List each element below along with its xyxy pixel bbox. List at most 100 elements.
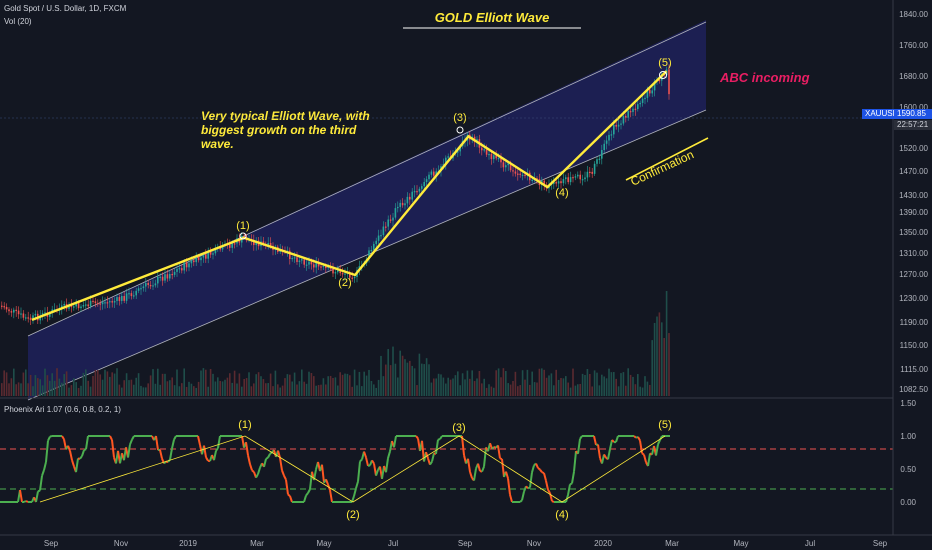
volume-bar (459, 385, 461, 396)
osc-segment (351, 495, 355, 503)
volume-bar (255, 374, 257, 396)
candle-body (164, 274, 166, 281)
volume-bar (416, 385, 418, 396)
volume-bar (553, 385, 555, 396)
volume-bar (233, 370, 236, 396)
candle-body (262, 241, 265, 244)
osc-segment (633, 435, 637, 439)
candle-body (97, 303, 99, 305)
volume-bar (389, 365, 392, 396)
volume-bar (219, 380, 221, 396)
volume-bar (473, 381, 476, 396)
volume-bar (253, 383, 255, 396)
candle-body (178, 268, 181, 270)
abc-text[interactable]: ABC incoming (719, 70, 810, 85)
indicator-axis[interactable]: 1.50 1.00 0.50 0.00 (900, 399, 916, 507)
candle-body (106, 302, 109, 304)
candle-body (305, 264, 308, 266)
volume-bar (361, 386, 363, 396)
price-axis[interactable]: 1840.00 1760.00 1680.00 1600.00 1520.00 1470.… (899, 10, 928, 394)
note-line-2[interactable]: biggest growth on the third (201, 123, 357, 137)
current-price-tag[interactable]: 1590.85 (894, 109, 932, 119)
time-tick-label: Mar (665, 539, 679, 548)
time-tick-label: Jul (805, 539, 815, 548)
volume-bar (262, 379, 265, 396)
osc-segment (467, 458, 471, 473)
candle-body (334, 272, 337, 274)
volume-bar (205, 369, 207, 396)
candle-body (109, 301, 111, 303)
osc-segment (367, 464, 371, 467)
candle-body (118, 297, 121, 301)
price-tick-label: 1310.00 (899, 249, 928, 258)
candle-body (589, 171, 591, 174)
candle-body (560, 181, 562, 184)
indicator-title[interactable]: Phoenix Ari 1.07 (0.6, 0.8, 0.2, 1) (4, 405, 121, 414)
indicator-pane[interactable]: (1) (2) (3) (4) (5) (0, 419, 893, 521)
candle-body (553, 182, 555, 184)
osc-segment (569, 482, 573, 486)
volume-bar (315, 385, 317, 396)
volume-bar (629, 374, 632, 396)
candle-body (181, 268, 183, 271)
volume-bar (63, 374, 65, 396)
candle-body (32, 315, 34, 320)
volume-bar (195, 387, 197, 396)
candle-body (524, 174, 526, 177)
candle-body (569, 177, 572, 183)
note-line-3[interactable]: wave. (201, 137, 234, 151)
osc-segment (643, 454, 647, 463)
volume-bar (380, 355, 382, 396)
volume-bar (493, 387, 495, 396)
volume-bar (538, 368, 541, 396)
candle-body (423, 182, 425, 187)
headline-text[interactable]: GOLD Elliott Wave (435, 10, 550, 25)
note-line-1[interactable]: Very typical Elliott Wave, with (201, 109, 370, 123)
channel-lower-line[interactable] (27, 109, 707, 401)
volume-bar (130, 379, 133, 396)
volume-title[interactable]: Vol (20) (4, 17, 32, 26)
candle-body (89, 300, 92, 307)
confirmation-line[interactable] (625, 137, 709, 181)
osc-segment (45, 440, 49, 463)
candle-body (77, 302, 80, 309)
osc-segment (353, 488, 357, 497)
time-tick-label: May (733, 539, 748, 548)
volume-bar (37, 378, 39, 396)
volume-bar (267, 383, 269, 396)
candle-body (142, 286, 145, 289)
symbol-price-tag[interactable]: XAUUSD (862, 109, 898, 119)
channel-upper-line[interactable] (27, 21, 707, 337)
candle-body (447, 156, 449, 158)
volume-bar (346, 373, 349, 396)
time-axis[interactable]: Sep Nov 2019 Mar May Jul Sep Nov 2020 Mar May Jul Se… (44, 539, 888, 548)
volume-bar (1, 383, 3, 396)
volume-bar (358, 371, 361, 396)
candle-body (188, 263, 190, 268)
elliott-wave-line[interactable] (31, 70, 668, 321)
volume-bar (238, 373, 241, 396)
volume-bar (207, 386, 209, 396)
candle-body (500, 157, 502, 163)
volume-bar (173, 385, 176, 396)
candle-body (195, 256, 197, 263)
price-axis-bg[interactable] (893, 0, 932, 550)
volume-bar (188, 381, 190, 396)
osc-segment (577, 438, 581, 454)
candle-body (231, 243, 233, 248)
osc-segment (155, 435, 159, 451)
volume-bar (332, 377, 334, 396)
candle-body (111, 301, 113, 303)
volume-bar (101, 379, 104, 396)
volume-bar (442, 377, 445, 396)
symbol-title[interactable]: Gold Spot / U.S. Dollar, 1D, FXCM (4, 4, 127, 13)
volume-bar (142, 387, 145, 396)
volume-bar (401, 355, 404, 396)
osc-segment (501, 458, 505, 478)
candle-body (639, 102, 641, 105)
volume-bar (104, 369, 106, 396)
osc-segment (49, 435, 53, 438)
volume-bar (481, 383, 483, 396)
volume-bar (44, 368, 46, 396)
